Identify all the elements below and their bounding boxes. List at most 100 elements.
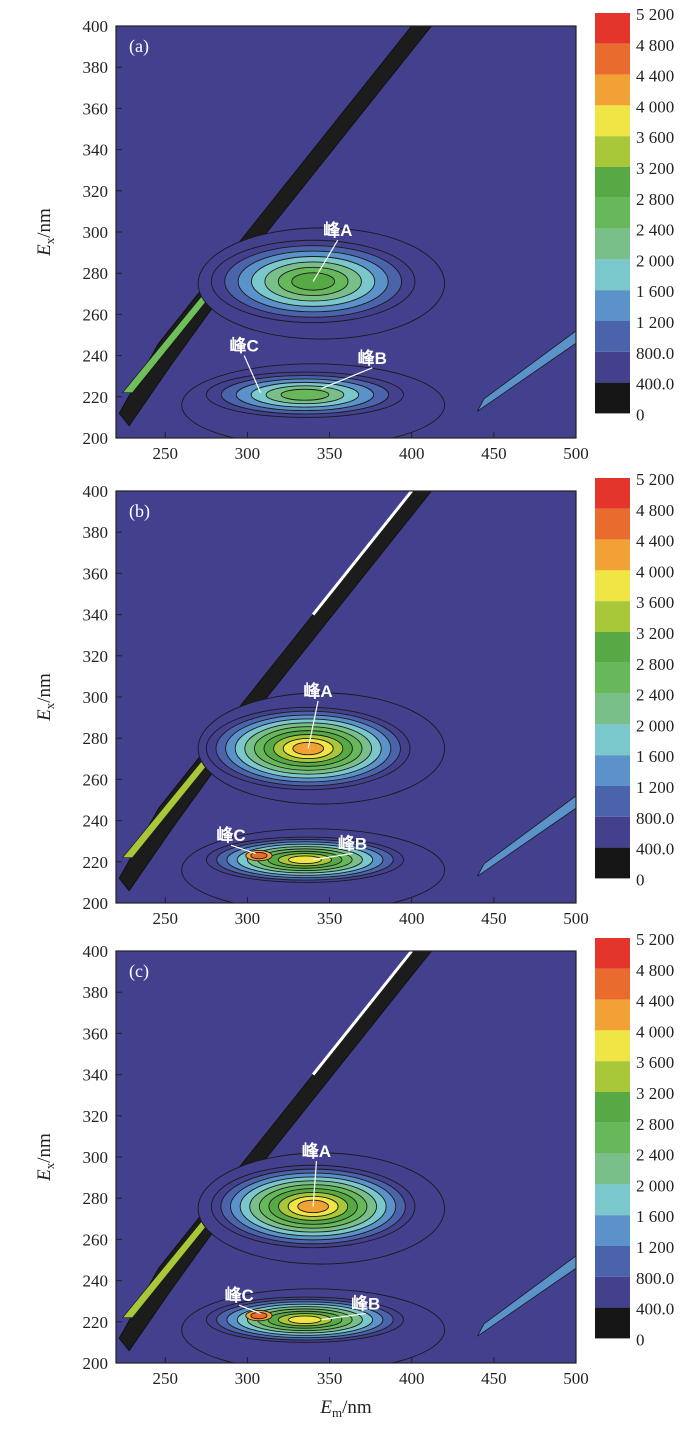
colorbar-swatch	[595, 1122, 630, 1154]
colorbar-swatch	[595, 290, 630, 321]
colorbar-label: 4 800	[636, 961, 674, 980]
colorbar-label: 4 800	[636, 36, 674, 55]
peak-label: 峰A	[302, 1141, 331, 1161]
panel-c: 250 300 350 400 450 500 200 220 240 260 280 300 320 3…	[34, 930, 674, 1420]
x-tick-label: 450	[481, 1369, 507, 1388]
y-tick-label: 280	[83, 264, 109, 283]
colorbar-swatch	[595, 43, 630, 75]
second-order-scatter	[477, 1255, 576, 1337]
colorbar-label: 400.0	[636, 840, 674, 859]
peak-label: 峰C	[216, 825, 245, 845]
y-axis-title: Ex/nm	[34, 1133, 57, 1182]
scatter-band	[118, 26, 433, 427]
colorbar-swatch	[595, 13, 630, 44]
peak-leader-line	[307, 700, 319, 749]
colorbar-swatch	[595, 1276, 630, 1308]
panel-a: 250 300 350 400 450 500 200 220 240 260 280 300 320 3…	[34, 5, 674, 463]
y-axis-title: Ex/nm	[34, 208, 57, 257]
x-tick-label: 300	[235, 1369, 261, 1388]
colorbar-label: 1 200	[636, 778, 674, 797]
peak-leader-line	[321, 367, 373, 390]
x-tick-label: 250	[153, 444, 179, 463]
colorbar-swatch	[595, 1030, 630, 1062]
y-axis-title: Ex/nm	[34, 673, 57, 722]
colorbar-swatch	[595, 1061, 630, 1092]
x-tick-label: 400	[399, 1369, 425, 1388]
colorbar-swatch	[595, 1092, 630, 1123]
y-tick-label: 360	[83, 99, 109, 118]
peak-leader-line	[312, 239, 339, 282]
colorbar-label: 800.0	[636, 809, 674, 828]
peak-label: 峰B	[338, 833, 367, 853]
colorbar-label: 1 200	[636, 313, 674, 332]
colorbar-swatch	[595, 724, 630, 756]
y-tick-label: 300	[83, 1148, 109, 1167]
peak-leader-line	[312, 1160, 318, 1207]
y-tick-label: 240	[83, 347, 109, 366]
colorbar-label: 3 200	[636, 1084, 674, 1103]
colorbar-label: 2 400	[636, 221, 674, 240]
colorbar-label: 2 800	[636, 1115, 674, 1134]
y-tick-label: 320	[83, 1107, 109, 1126]
colorbar-swatch	[595, 259, 630, 291]
colorbar-label: 3 600	[636, 593, 674, 612]
colorbar-swatch	[595, 632, 630, 663]
x-tick-label: 250	[153, 1369, 179, 1388]
y-tick-label: 220	[83, 853, 109, 872]
peak-leader-line	[243, 355, 262, 393]
colorbar-label: 0	[636, 1330, 645, 1349]
colorbar-swatch	[595, 1307, 630, 1339]
colorbar-swatch	[595, 570, 630, 602]
colorbar-label: 1 600	[636, 282, 674, 301]
colorbar-label: 5 200	[636, 5, 674, 24]
colorbar-swatch	[595, 105, 630, 137]
colorbar-label: 1 200	[636, 1238, 674, 1257]
colorbar-label: 4 800	[636, 501, 674, 520]
colorbar-swatch	[595, 539, 630, 571]
colorbar-label: 0	[636, 405, 645, 424]
y-tick-label: 260	[83, 1230, 109, 1249]
colorbar-swatch	[595, 74, 630, 106]
colorbar-swatch	[595, 382, 630, 414]
colorbar-label: 5 200	[636, 470, 674, 489]
scatter-band	[118, 491, 433, 892]
contour-ring	[288, 855, 322, 864]
y-tick-label: 280	[83, 1189, 109, 1208]
colorbar-swatch	[595, 1215, 630, 1246]
y-tick-label: 340	[83, 1066, 109, 1085]
x-tick-label: 400	[399, 909, 425, 928]
y-tick-label: 300	[83, 223, 109, 242]
panel-b: 250 300 350 400 450 500 200 220 240 260 280 300 320 3…	[34, 470, 674, 928]
colorbar-swatch	[595, 816, 630, 848]
x-tick-label: 450	[481, 909, 507, 928]
colorbar-swatch	[595, 999, 630, 1031]
colorbar-label: 2 400	[636, 686, 674, 705]
peak-leader-line	[230, 844, 256, 855]
y-tick-label: 400	[83, 942, 109, 961]
colorbar-swatch	[595, 755, 630, 786]
x-tick-label: 350	[317, 1369, 343, 1388]
colorbar-swatch	[595, 938, 630, 969]
y-tick-label: 220	[83, 388, 109, 407]
colorbar-label: 1 600	[636, 747, 674, 766]
x-tick-label: 300	[235, 909, 261, 928]
colorbar-swatch	[595, 601, 630, 632]
colorbar-swatch	[595, 167, 630, 198]
colorbar-swatch	[595, 1153, 630, 1185]
second-order-scatter	[477, 330, 576, 412]
peak-leader-line	[313, 852, 353, 861]
y-tick-label: 360	[83, 564, 109, 583]
colorbar-swatch	[595, 1184, 630, 1216]
contour-ring	[288, 1315, 322, 1324]
x-tick-label: 250	[153, 909, 179, 928]
contour-ring	[280, 388, 330, 401]
panel-label: (a)	[129, 36, 149, 57]
y-tick-label: 380	[83, 58, 109, 77]
colorbar-label: 2 000	[636, 251, 674, 270]
colorbar-label: 4 000	[636, 1022, 674, 1041]
colorbar-label: 4 400	[636, 532, 674, 551]
colorbar-label: 3 200	[636, 159, 674, 178]
colorbar-label: 3 200	[636, 624, 674, 643]
colorbar-label: 2 800	[636, 655, 674, 674]
colorbar-swatch	[595, 662, 630, 694]
